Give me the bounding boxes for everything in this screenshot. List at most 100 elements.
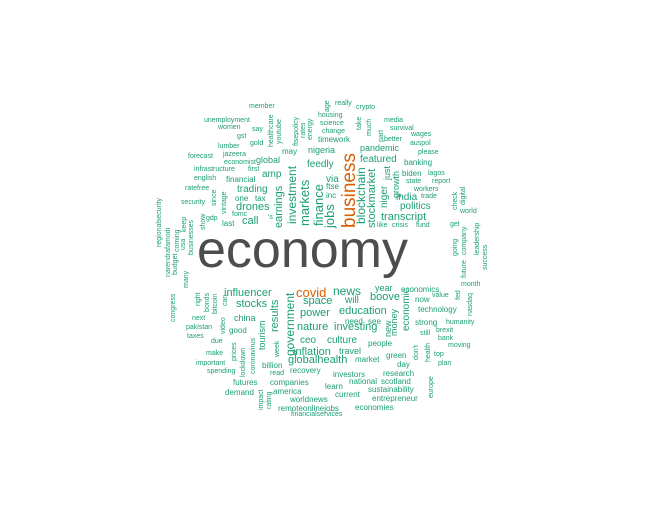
word-technology: technology [418,305,457,314]
word-via: via [326,174,339,185]
word-plan: plan [438,360,452,367]
word-top: top [434,351,444,358]
word-new: new [383,320,393,337]
word-take: take [356,116,363,130]
word-earnings: earnings [273,185,285,228]
word-billion: billion [262,361,283,370]
word-globalhealth: globalhealth [288,354,348,366]
word-check: check [452,191,459,210]
word-impact: impact [258,389,265,410]
word-housing: housing [318,112,343,119]
word-nigeria: nigeria [308,145,336,155]
word-value: value [432,292,449,299]
word-travel: travel [339,346,362,356]
word-please: please [418,149,439,156]
word-rates: rates [300,122,307,138]
word-budget: budget [172,253,179,275]
word-space: space [303,295,333,307]
word-english: english [194,175,217,182]
word-politics: politics [400,201,431,212]
word-covid: covid [296,285,327,300]
word-china: china [234,313,256,323]
word-ratefree: ratefree [185,185,210,192]
word-infrastructure: infrastructure [194,166,235,173]
word-trading: trading [237,184,268,195]
word-investment: investment [285,165,299,224]
word-leadership: leadership [474,222,481,255]
word-last: last [222,219,235,228]
word-company: company [461,226,468,255]
word-year: year [375,283,393,293]
word-scotland: scotland [381,377,411,386]
word-inflation: inflation [293,346,331,358]
word-important: important [196,360,226,367]
word-science: science [320,120,344,127]
word-brexit: brexit [436,327,454,334]
word-markets: markets [297,179,312,226]
word-need: need [345,317,363,326]
word-research: research [383,369,415,378]
word-lockdown: lockdown [240,347,247,377]
word-drones: drones [236,201,270,213]
word-gold: gold [250,140,264,147]
word-state: state [406,178,422,185]
word-niger: niger [379,185,390,208]
word-age: age [324,100,331,112]
word-fund: fund [416,222,430,229]
word-week: week [274,340,281,357]
word-gst: gst [237,133,247,140]
word-financialservices: financialservices [291,411,343,418]
word-energy: energy [307,118,314,140]
word-economy: economy [197,221,408,279]
word-get: get [450,221,460,228]
word-narendrafamodi: narendrafamodi [165,227,172,277]
word-learn: learn [325,382,343,391]
word-good: good [229,326,247,335]
word-amp: amp [262,169,282,180]
word-current: current [335,390,360,399]
word-national: national [349,377,378,386]
word-like: like [377,222,388,229]
word-future: future [461,260,468,278]
word-market: market [355,355,380,364]
word-education: education [339,305,387,317]
word-lagos: lagos [428,170,445,177]
word-strong: strong [415,318,438,327]
word-growth: growth [391,170,401,198]
word-bonds: bonds [204,292,211,312]
word-spending: spending [207,368,236,375]
word-global: global [256,155,281,165]
word-will: will [345,295,359,306]
word-tax: tax [255,194,266,203]
word-usa: usa [180,238,187,250]
word-boove: boove [370,291,400,303]
word-since: since [211,189,218,206]
word-bank: bank [438,335,454,342]
word-entrepreneur: entrepreneur [372,394,418,403]
word-feedly: feedly [307,159,334,170]
word-digital: digital [460,186,467,205]
word-ceo: ceo [300,335,317,346]
word-jobs: jobs [322,204,337,228]
word-better: better [384,136,402,143]
word-inc: inc [326,191,337,200]
word-economic: economic [401,288,412,331]
word-power: power [300,307,330,319]
word-still: still [420,330,431,337]
word-stocks: stocks [236,298,268,310]
word-month: month [461,281,481,288]
word-people: people [368,339,393,348]
word-india: india [396,192,418,203]
word-pandemic: pandemic [360,143,400,153]
word-video: video [220,317,227,334]
word-investors: investors [333,370,366,379]
word-tourism: tourism [257,320,267,350]
word-stockmarket: stockmarket [366,168,378,228]
word-sustainability: sustainability [368,385,414,394]
word-economist: economist [224,159,256,166]
word-fed: fed [455,290,462,300]
word-world: world [460,208,477,215]
word-much: much [366,118,373,136]
word-economies: economies [355,403,394,412]
